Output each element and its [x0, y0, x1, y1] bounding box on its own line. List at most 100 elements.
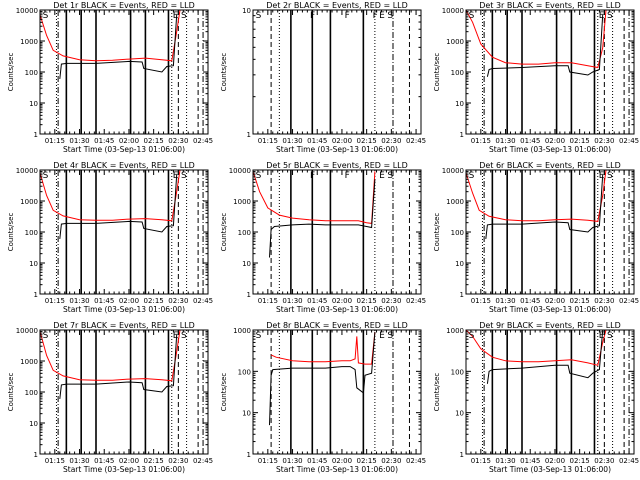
- x-tick-label: 01:30: [282, 297, 302, 305]
- y-tick-label: 100: [25, 69, 38, 77]
- y-tick-label: 100: [25, 389, 38, 397]
- x-tick-label: 02:15: [570, 297, 590, 305]
- events-series-line: [59, 14, 178, 79]
- event-annotation: E: [379, 171, 385, 181]
- x-tick-label: 02:30: [594, 137, 614, 145]
- x-tick-label: 02:00: [545, 297, 565, 305]
- y-tick-label: 1: [460, 451, 464, 459]
- panel-4: Det 4r BLACK = Events, RED = LLD 1 10 100 10…: [7, 161, 213, 314]
- x-tick-label: 01:15: [45, 297, 65, 305]
- y-tick-label: 100: [25, 229, 38, 237]
- x-axis-label: Start Time (03-Sep-13 01:06:00): [63, 145, 185, 154]
- x-tick-label: 02:45: [193, 297, 213, 305]
- x-tick-label: 01:45: [520, 137, 540, 145]
- y-tick-label: 100: [238, 229, 251, 237]
- panel-1: Det 1r BLACK = Events, RED = LLD 1 10 100 10…: [7, 1, 213, 154]
- x-tick-label: 01:15: [45, 457, 65, 465]
- x-tick-label: 02:45: [193, 137, 213, 145]
- panel-title: Det 8r BLACK = Events, RED = LLD: [266, 321, 408, 330]
- lld-series-line: [270, 331, 376, 365]
- y-axis-label: Counts/sec: [220, 213, 228, 252]
- event-annotation: S: [256, 11, 262, 21]
- x-tick-label: 01:15: [258, 297, 278, 305]
- x-tick-label: 01:45: [520, 297, 540, 305]
- event-annotation: E: [173, 331, 179, 341]
- event-annotation: F: [310, 171, 315, 181]
- lld-series-line: [39, 169, 181, 222]
- lld-series-line: [39, 329, 181, 382]
- y-tick-label: 10: [29, 100, 38, 108]
- x-axis-label: Start Time (03-Sep-13 01:06:00): [63, 305, 185, 314]
- panel-2: Det 2r BLACK = Events, RED = LLD 1 10 01:15…: [220, 1, 426, 154]
- x-axis-label: Start Time (03-Sep-13 01:06:00): [489, 465, 611, 474]
- x-tick-label: 02:00: [119, 297, 139, 305]
- x-tick-label: 02:00: [119, 137, 139, 145]
- event-annotation: S: [43, 331, 49, 341]
- x-tick-label: 02:30: [594, 457, 614, 465]
- y-tick-label: 1: [34, 131, 38, 139]
- x-tick-label: 02:15: [357, 137, 377, 145]
- x-tick-label: 01:15: [258, 457, 278, 465]
- y-tick-label: 1000: [20, 358, 38, 366]
- y-tick-label: 1000: [20, 198, 38, 206]
- y-tick-label: 1: [460, 291, 464, 299]
- panel-8: Det 8r BLACK = Events, RED = LLD 1 10 100 10…: [220, 321, 426, 474]
- event-annotation: E: [173, 171, 179, 181]
- x-tick-label: 02:30: [168, 297, 188, 305]
- x-tick-label: 01:45: [94, 457, 114, 465]
- panel-5: Det 5r BLACK = Events, RED = LLD 1 10 100 10…: [220, 161, 426, 314]
- y-tick-label: 1: [34, 451, 38, 459]
- y-tick-label: 10: [29, 420, 38, 428]
- y-tick-label: 10: [29, 260, 38, 268]
- x-tick-label: 01:45: [94, 297, 114, 305]
- x-tick-label: 02:45: [619, 457, 639, 465]
- panel-9: Det 9r BLACK = Events, RED = LLD 1 10 100 10…: [433, 321, 639, 474]
- lld-series-line: [39, 9, 181, 62]
- x-tick-label: 01:15: [258, 137, 278, 145]
- y-tick-label: 1: [460, 131, 464, 139]
- y-tick-label: 100: [238, 368, 251, 376]
- y-tick-label: 1000: [233, 327, 251, 335]
- event-annotation: S: [256, 171, 262, 181]
- events-series-line: [269, 331, 376, 426]
- x-tick-label: 02:30: [381, 297, 401, 305]
- x-tick-label: 01:30: [282, 457, 302, 465]
- x-tick-label: 01:15: [471, 297, 491, 305]
- lld-series-line: [465, 169, 607, 222]
- x-tick-label: 02:30: [381, 137, 401, 145]
- x-axis-label: Start Time (03-Sep-13 01:06:00): [276, 145, 398, 154]
- y-tick-label: 10: [242, 260, 251, 268]
- y-tick-label: 10: [455, 410, 464, 418]
- x-tick-label: 02:00: [545, 137, 565, 145]
- x-tick-label: 02:45: [406, 457, 426, 465]
- events-series-line: [486, 329, 604, 384]
- x-tick-label: 02:15: [570, 137, 590, 145]
- y-tick-label: 1000: [446, 198, 464, 206]
- x-tick-label: 01:45: [94, 137, 114, 145]
- panel-title: Det 5r BLACK = Events, RED = LLD: [266, 161, 408, 170]
- events-series-line: [59, 174, 178, 239]
- event-annotation: S: [181, 331, 187, 341]
- x-tick-label: 01:15: [471, 137, 491, 145]
- plot-frame: [252, 169, 422, 295]
- y-tick-label: 10000: [442, 167, 464, 175]
- plot-frame: [39, 329, 209, 455]
- event-annotation: S: [181, 11, 187, 21]
- panel-title: Det 9r BLACK = Events, RED = LLD: [479, 321, 621, 330]
- panel-title: Det 2r BLACK = Events, RED = LLD: [266, 1, 408, 10]
- x-tick-label: 01:30: [495, 137, 515, 145]
- x-axis-label: Start Time (03-Sep-13 01:06:00): [489, 305, 611, 314]
- event-annotation: E: [379, 331, 385, 341]
- event-annotation: S: [181, 171, 187, 181]
- plot-frame: [465, 9, 635, 135]
- y-axis-label: Counts/sec: [433, 213, 441, 252]
- panel-6: Det 6r BLACK = Events, RED = LLD 1 10 100 10…: [433, 161, 639, 314]
- x-tick-label: 02:45: [406, 297, 426, 305]
- events-series-line: [486, 14, 604, 77]
- events-series-line: [59, 334, 178, 399]
- y-axis-label: Counts/sec: [7, 53, 15, 92]
- y-tick-label: 1000: [233, 198, 251, 206]
- plot-frame: [465, 329, 635, 455]
- y-axis-label: Counts/sec: [433, 373, 441, 412]
